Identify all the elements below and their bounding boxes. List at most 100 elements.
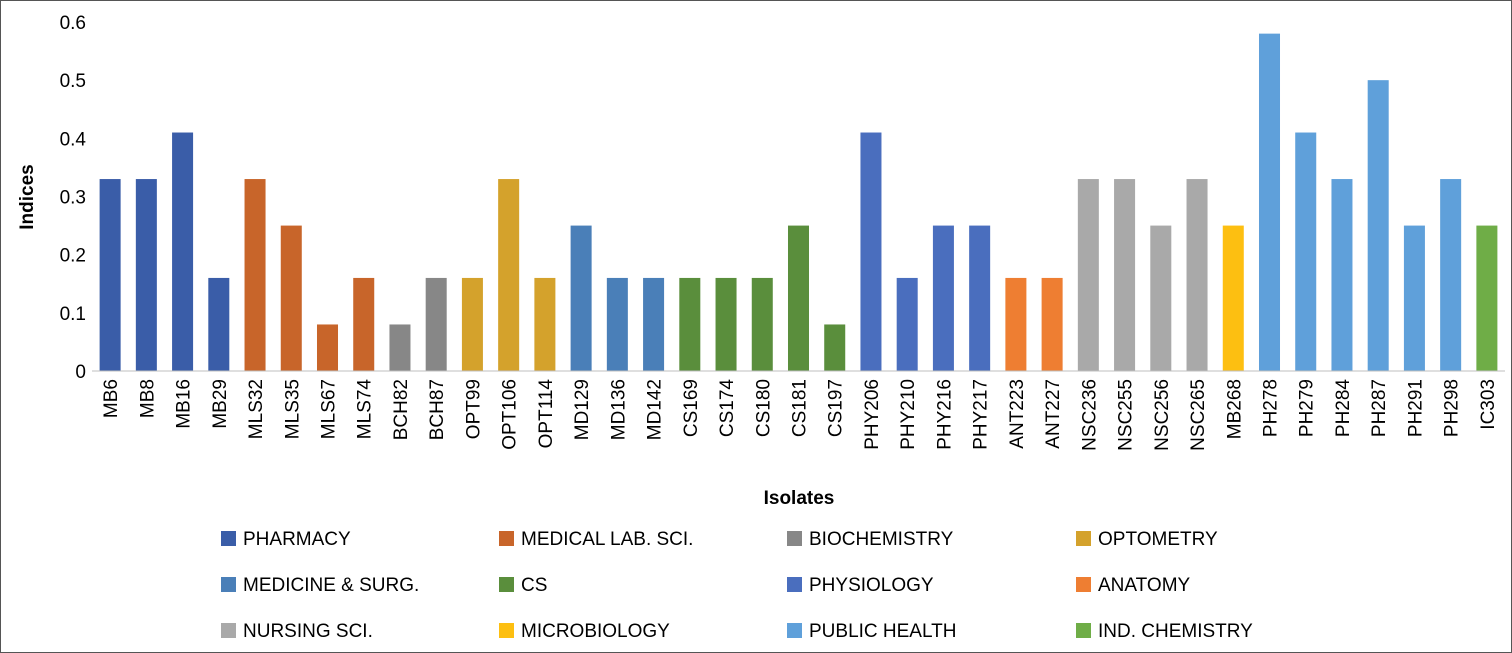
x-tick-label: BCH87	[427, 379, 448, 440]
legend-swatch	[1076, 531, 1091, 546]
x-tick-label: NSC255	[1116, 379, 1137, 451]
legend-label: MEDICAL LAB. SCI.	[521, 529, 693, 550]
y-axis-title: Indices	[17, 164, 38, 229]
x-tick-label: PHY206	[862, 379, 883, 450]
bar-cs181	[787, 225, 810, 371]
x-tick-label: MD136	[608, 379, 629, 440]
x-tick-label: MD129	[572, 379, 593, 440]
legend-swatch	[1076, 623, 1091, 638]
x-tick-label: ANT223	[1007, 379, 1028, 449]
bar-opt106	[498, 179, 520, 371]
y-tick-label: 0.5	[60, 71, 86, 92]
bar-phy210	[896, 277, 918, 371]
bar-nsc236	[1077, 179, 1099, 371]
legend-swatch	[499, 577, 514, 592]
legend-item: MICROBIOLOGY	[499, 621, 670, 642]
bar-ph278	[1258, 33, 1281, 372]
x-tick-label: MLS67	[319, 379, 340, 439]
legend-swatch	[221, 531, 236, 546]
x-tick-label: CS181	[790, 379, 811, 437]
bar-ph287	[1367, 80, 1389, 372]
x-tick-label: MLS32	[246, 379, 267, 439]
x-tick-label: OPT114	[536, 379, 557, 449]
y-tick-label: 0.6	[60, 13, 86, 34]
x-tick-label: MLS74	[355, 379, 376, 440]
bar-phy206	[860, 132, 882, 371]
legend-label: PUBLIC HEALTH	[809, 621, 956, 642]
y-tick-label: 0.1	[60, 304, 86, 325]
x-tick-label: PHY217	[971, 379, 992, 450]
legend: PHARMACY MEDICAL LAB. SCI. BIOCHEMISTRY OPT…	[221, 529, 1253, 642]
legend-item: PUBLIC HEALTH	[787, 621, 956, 642]
bar-bch87	[425, 277, 447, 371]
x-tick-label: CS174	[717, 379, 738, 438]
legend-label: BIOCHEMISTRY	[809, 529, 954, 550]
x-tick-label: ANT227	[1043, 379, 1064, 449]
legend-item: PHARMACY	[221, 529, 351, 550]
bar-mls32	[244, 179, 266, 371]
y-tick-label: 0	[75, 362, 86, 383]
legend-item: OPTOMETRY	[1076, 529, 1218, 550]
bar-cs180	[751, 277, 773, 371]
legend-swatch	[221, 623, 236, 638]
y-axis-ticks: 0 0.1 0.2 0.3 0.4 0.5 0.6	[60, 13, 87, 383]
bar-md136	[606, 277, 628, 371]
bar-phy216	[932, 225, 954, 371]
legend-label: PHARMACY	[243, 529, 351, 550]
bar-mls67	[316, 324, 339, 371]
bar-ant223	[1005, 277, 1027, 371]
legend-label: MEDICINE & SURG.	[243, 575, 419, 596]
x-tick-label: PHY210	[898, 379, 919, 450]
bar-mls35	[280, 225, 302, 371]
x-tick-label: NSC236	[1079, 379, 1100, 451]
bar-mb16	[172, 132, 194, 371]
x-tick-label: MB16	[174, 379, 195, 429]
bar-ph284	[1331, 179, 1353, 371]
legend-item: MEDICAL LAB. SCI.	[499, 529, 693, 550]
bar-ph279	[1295, 132, 1317, 371]
legend-item: IND. CHEMISTRY	[1076, 621, 1253, 642]
legend-swatch	[787, 623, 802, 638]
legend-label: ANATOMY	[1098, 575, 1191, 596]
bar-mls74	[353, 277, 375, 371]
bar-mb29	[208, 277, 230, 371]
legend-item: BIOCHEMISTRY	[787, 529, 954, 550]
bar-bch82	[389, 324, 411, 371]
x-tick-label: OPT99	[463, 379, 484, 439]
bar-cs174	[715, 277, 737, 371]
legend-item: MEDICINE & SURG.	[221, 575, 419, 596]
x-tick-label: PH287	[1369, 379, 1390, 437]
x-tick-label: PHY216	[934, 379, 955, 450]
bar-mb6	[99, 179, 121, 371]
legend-label: CS	[521, 575, 547, 596]
x-tick-label: MB8	[137, 379, 158, 418]
bar-cs197	[824, 324, 846, 371]
x-tick-label: PH279	[1297, 379, 1318, 437]
bars	[99, 33, 1498, 372]
bar-ic303	[1476, 225, 1498, 371]
bar-phy217	[969, 225, 991, 371]
legend-item: NURSING SCI.	[221, 621, 373, 642]
y-tick-label: 0.3	[60, 188, 86, 209]
legend-label: OPTOMETRY	[1098, 529, 1218, 550]
x-tick-label: PH284	[1333, 379, 1354, 438]
bar-opt99	[461, 277, 483, 371]
x-tick-label: MB6	[101, 379, 122, 418]
x-tick-label: CS197	[826, 379, 847, 437]
bar-nsc256	[1150, 225, 1172, 371]
legend-item: CS	[499, 575, 547, 596]
x-tick-label: NSC265	[1188, 379, 1209, 451]
legend-swatch	[499, 623, 514, 638]
x-tick-label: MB29	[210, 379, 231, 429]
legend-swatch	[787, 577, 802, 592]
x-tick-label: MD142	[645, 379, 666, 440]
bar-nsc265	[1186, 179, 1208, 371]
bar-md142	[643, 277, 665, 371]
bar-ph298	[1440, 179, 1462, 371]
y-tick-label: 0.4	[60, 129, 87, 150]
legend-item: ANATOMY	[1076, 575, 1191, 596]
x-tick-label: PH298	[1442, 379, 1463, 437]
legend-swatch	[1076, 577, 1091, 592]
